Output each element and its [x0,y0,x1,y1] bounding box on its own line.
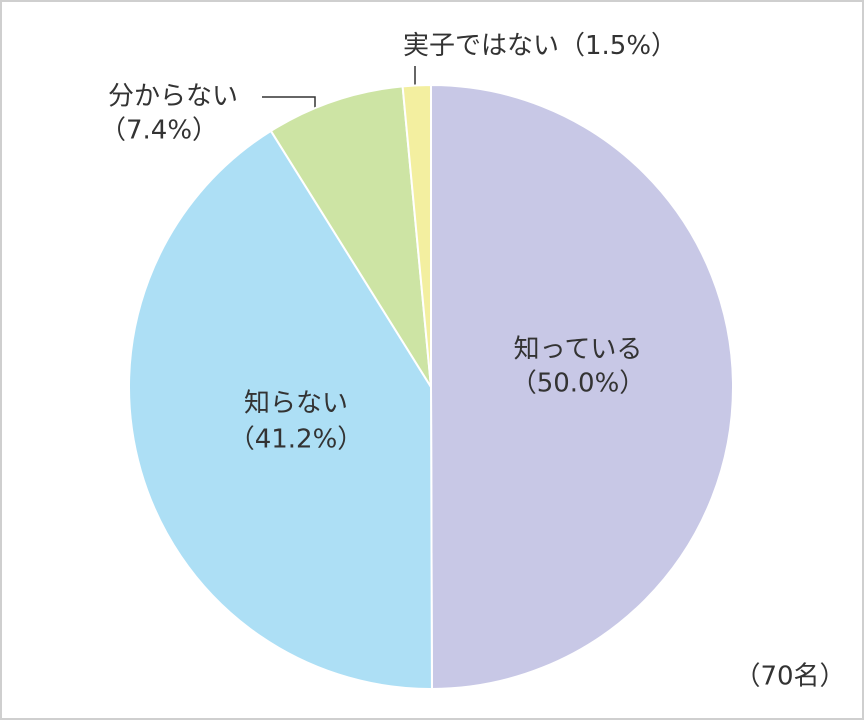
pie-slice [430,83,735,691]
value-label: （50.0%） [511,369,646,399]
slice-label: 知らない [244,389,348,419]
value-label: （1.5%） [559,31,677,61]
slice-label-group: 実子ではない（1.5%） [403,31,677,61]
slice-label: 知っている [514,335,643,365]
value-label: （41.2%） [229,425,364,455]
pie-slice [128,129,433,691]
pie-slice [401,83,432,388]
slice-label: 実子ではない [403,31,559,61]
slice-label: 分からない [108,82,238,112]
value-label: （7.4%） [100,116,218,146]
note: （70名） [734,662,845,692]
slices [128,83,735,691]
pie-slice [269,85,432,388]
